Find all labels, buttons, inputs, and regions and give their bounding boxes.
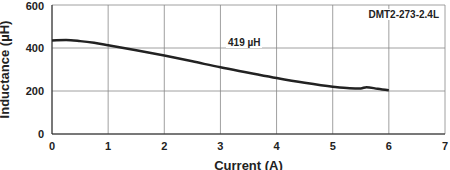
svg-text:4: 4 xyxy=(274,140,281,152)
html-text:DMT2-273-2.4L: DMT2-273-2.4L xyxy=(368,9,439,20)
svg-text:3: 3 xyxy=(217,140,223,152)
svg-text:Inductance (µH): Inductance (µH) xyxy=(8,21,12,119)
svg-text:7: 7 xyxy=(442,140,443,152)
svg-text:1: 1 xyxy=(105,140,111,152)
svg-text:400: 400 xyxy=(26,42,44,54)
svg-text:Current (A): Current (A) xyxy=(214,158,283,170)
svg-text:600: 600 xyxy=(26,0,44,12)
svg-text:5: 5 xyxy=(330,140,336,152)
svg-text:0: 0 xyxy=(38,128,44,140)
html-text:419 µH: 419 µH xyxy=(228,36,261,48)
svg-text:0: 0 xyxy=(49,140,55,152)
svg-text:2: 2 xyxy=(161,140,167,152)
svg-text:6: 6 xyxy=(386,140,392,152)
svg-text:200: 200 xyxy=(26,85,44,97)
